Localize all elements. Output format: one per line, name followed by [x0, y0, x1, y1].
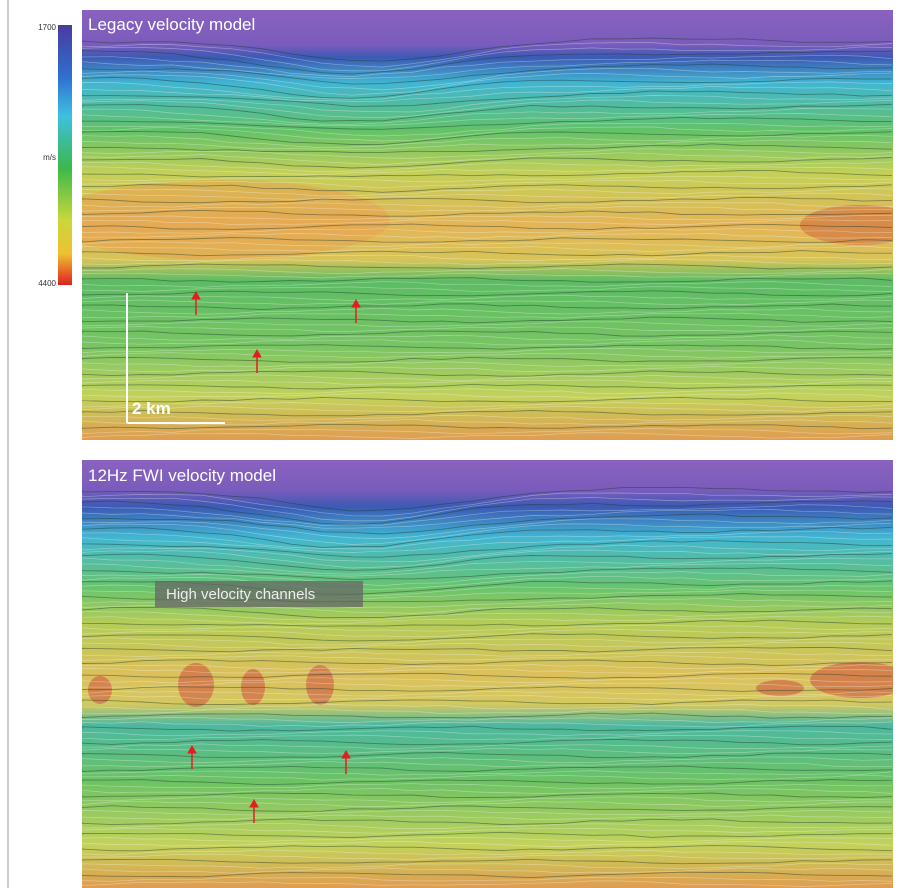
panel [50, 10, 903, 440]
panel-title: Legacy velocity model [88, 15, 255, 34]
colorbar-min: 4400 [38, 279, 56, 288]
figure: 1700 m/s 4400 Legacy velocity model 2 km… [0, 0, 903, 888]
velocity-body [50, 180, 390, 260]
colorbar-unit: m/s [43, 153, 56, 162]
panel [82, 460, 903, 888]
colorbar [58, 25, 72, 285]
annotation: High velocity channels [166, 586, 315, 603]
scale-label: 2 km [132, 399, 171, 418]
panel-title: 12Hz FWI velocity model [88, 466, 276, 485]
colorbar-max: 1700 [38, 23, 56, 32]
